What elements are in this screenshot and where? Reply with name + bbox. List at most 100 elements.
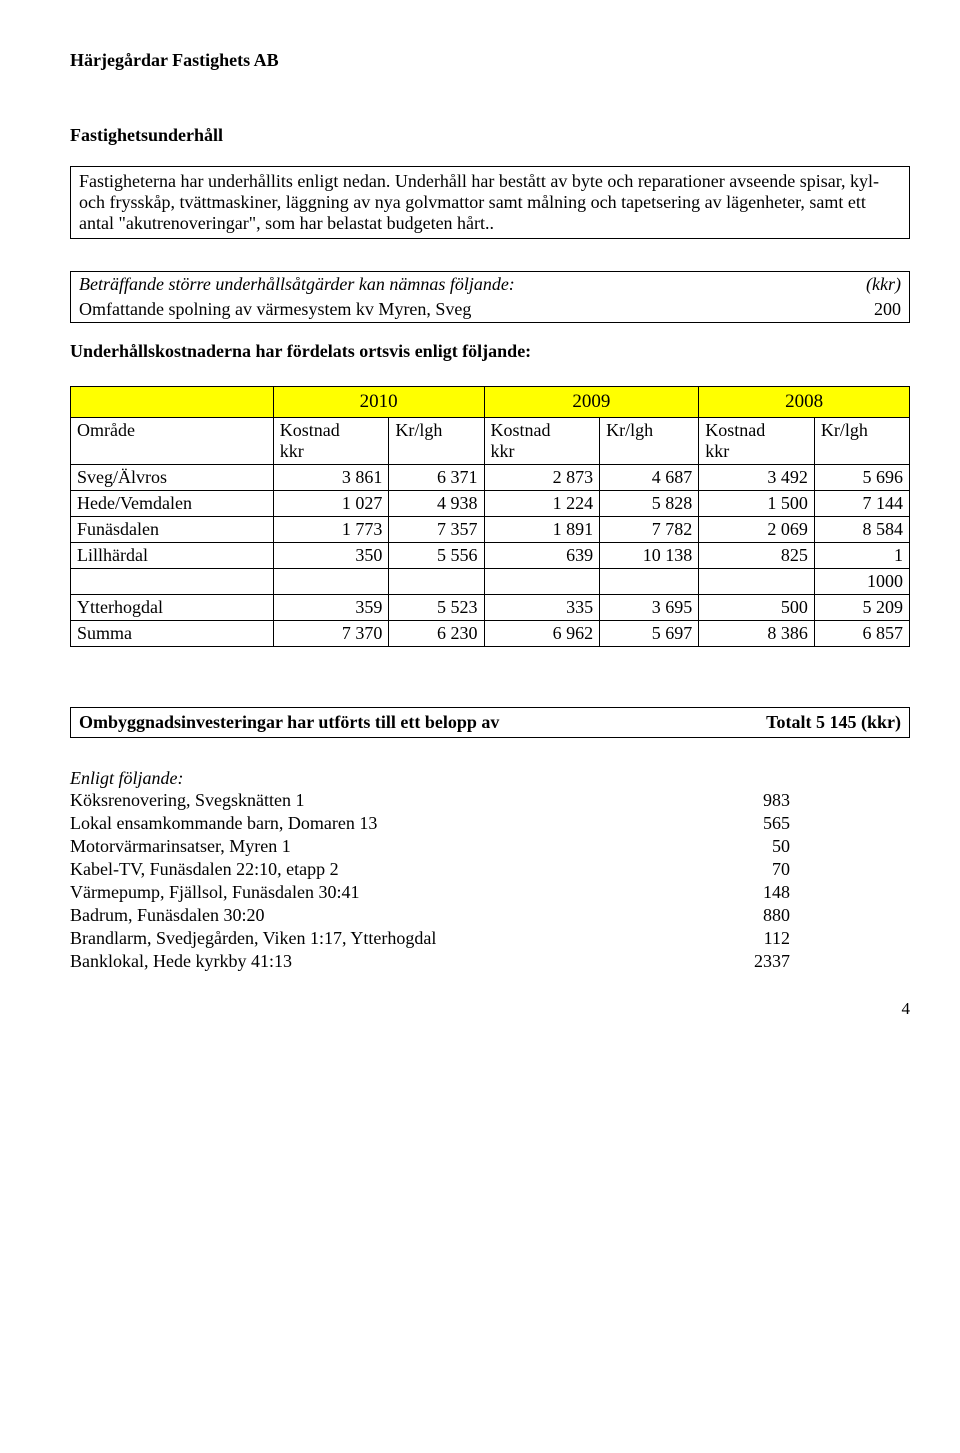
col-kostnad-1: Kostnadkkr bbox=[273, 418, 389, 465]
ombyggnad-box: Ombyggnadsinvesteringar har utförts till… bbox=[70, 707, 910, 738]
cell: 5 696 bbox=[814, 465, 909, 491]
invest-row: Kabel-TV, Funäsdalen 22:10, etapp 270 bbox=[70, 858, 910, 881]
invest-row: Köksrenovering, Svegsknätten 1983 bbox=[70, 789, 910, 812]
cell: 7 782 bbox=[600, 517, 699, 543]
invest-row: Badrum, Funäsdalen 30:20880 bbox=[70, 904, 910, 927]
cell: 1 027 bbox=[273, 491, 389, 517]
cell: 7 357 bbox=[389, 517, 484, 543]
cell: 6 230 bbox=[389, 621, 484, 647]
company-name: Härjegårdar Fastighets AB bbox=[70, 50, 910, 71]
row-label: Ytterhogdal bbox=[71, 595, 274, 621]
year-2010: 2010 bbox=[273, 387, 484, 418]
col-header-row: Område Kostnadkkr Kr/lgh Kostnadkkr Kr/l… bbox=[71, 418, 910, 465]
col-krlgh-2: Kr/lgh bbox=[600, 418, 699, 465]
atgarder-item-value: 200 bbox=[874, 299, 901, 320]
cell: 6 371 bbox=[389, 465, 484, 491]
underhall-text: Fastigheterna har underhållits enligt ne… bbox=[79, 171, 879, 233]
invest-val: 880 bbox=[659, 904, 910, 927]
table-row: Sveg/Älvros 3 861 6 371 2 873 4 687 3 49… bbox=[71, 465, 910, 491]
cell bbox=[600, 569, 699, 595]
invest-row: Brandlarm, Svedjegården, Viken 1:17, Ytt… bbox=[70, 927, 910, 950]
table-row-summa: Summa 7 370 6 230 6 962 5 697 8 386 6 85… bbox=[71, 621, 910, 647]
col-krlgh-1: Kr/lgh bbox=[389, 418, 484, 465]
cell: 7 370 bbox=[273, 621, 389, 647]
cell: 3 861 bbox=[273, 465, 389, 491]
cell: 5 828 bbox=[600, 491, 699, 517]
ombyggnad-label: Ombyggnadsinvesteringar har utförts till… bbox=[79, 712, 499, 733]
invest-val: 2337 bbox=[659, 950, 910, 973]
row-label bbox=[71, 569, 274, 595]
cell: 825 bbox=[699, 543, 815, 569]
col-kostnad-2: Kostnadkkr bbox=[484, 418, 600, 465]
invest-intro: Enligt följande: bbox=[70, 768, 910, 789]
invest-row: Banklokal, Hede kyrkby 41:132337 bbox=[70, 950, 910, 973]
year-header-row: 2010 2009 2008 bbox=[71, 387, 910, 418]
underhall-table: 2010 2009 2008 Område Kostnadkkr Kr/lgh … bbox=[70, 386, 910, 647]
invest-label: Brandlarm, Svedjegården, Viken 1:17, Ytt… bbox=[70, 927, 659, 950]
cell bbox=[273, 569, 389, 595]
col-krlgh-3: Kr/lgh bbox=[814, 418, 909, 465]
invest-label: Lokal ensamkommande barn, Domaren 13 bbox=[70, 812, 659, 835]
row-label: Summa bbox=[71, 621, 274, 647]
col-kostnad-3: Kostnadkkr bbox=[699, 418, 815, 465]
underhall-text-box: Fastigheterna har underhållits enligt ne… bbox=[70, 166, 910, 239]
cell: 5 697 bbox=[600, 621, 699, 647]
cell: 1 773 bbox=[273, 517, 389, 543]
invest-val: 565 bbox=[659, 812, 910, 835]
cell: 10 138 bbox=[600, 543, 699, 569]
cell: 335 bbox=[484, 595, 600, 621]
row-label: Hede/Vemdalen bbox=[71, 491, 274, 517]
col-area: Område bbox=[71, 418, 274, 465]
cell bbox=[389, 569, 484, 595]
atgarder-header-row: Beträffande större underhållsåtgärder ka… bbox=[71, 272, 909, 297]
cell: 1 500 bbox=[699, 491, 815, 517]
ombyggnad-total: Totalt 5 145 (kkr) bbox=[766, 712, 901, 733]
invest-val: 70 bbox=[659, 858, 910, 881]
cell: 5 523 bbox=[389, 595, 484, 621]
year-2009: 2009 bbox=[484, 387, 699, 418]
invest-label: Kabel-TV, Funäsdalen 22:10, etapp 2 bbox=[70, 858, 659, 881]
ortsvis-subhead: Underhållskostnaderna har fördelats orts… bbox=[70, 341, 910, 362]
table-row: 1000 bbox=[71, 569, 910, 595]
invest-label: Värmepump, Fjällsol, Funäsdalen 30:41 bbox=[70, 881, 659, 904]
cell: 2 069 bbox=[699, 517, 815, 543]
table-row: Hede/Vemdalen 1 027 4 938 1 224 5 828 1 … bbox=[71, 491, 910, 517]
year-2008: 2008 bbox=[699, 387, 910, 418]
row-label: Lillhärdal bbox=[71, 543, 274, 569]
cell bbox=[699, 569, 815, 595]
invest-label: Motorvärmarinsatser, Myren 1 bbox=[70, 835, 659, 858]
row-label: Sveg/Älvros bbox=[71, 465, 274, 491]
cell: 4 687 bbox=[600, 465, 699, 491]
atgarder-item-row: Omfattande spolning av värmesystem kv My… bbox=[71, 297, 909, 322]
cell: 6 962 bbox=[484, 621, 600, 647]
atgarder-item-label: Omfattande spolning av värmesystem kv My… bbox=[79, 299, 471, 320]
atgarder-header-unit: (kkr) bbox=[866, 274, 901, 295]
cell: 5 209 bbox=[814, 595, 909, 621]
table-row: Lillhärdal 350 5 556 639 10 138 825 1 bbox=[71, 543, 910, 569]
atgarder-box: Beträffande större underhållsåtgärder ka… bbox=[70, 271, 910, 323]
cell: 1 224 bbox=[484, 491, 600, 517]
cell: 1 bbox=[814, 543, 909, 569]
invest-row: Värmepump, Fjällsol, Funäsdalen 30:41148 bbox=[70, 881, 910, 904]
table-row: Funäsdalen 1 773 7 357 1 891 7 782 2 069… bbox=[71, 517, 910, 543]
cell: 639 bbox=[484, 543, 600, 569]
invest-row: Motorvärmarinsatser, Myren 150 bbox=[70, 835, 910, 858]
cell: 500 bbox=[699, 595, 815, 621]
invest-table: Köksrenovering, Svegsknätten 1983 Lokal … bbox=[70, 789, 910, 973]
row-label: Funäsdalen bbox=[71, 517, 274, 543]
cell: 350 bbox=[273, 543, 389, 569]
cell: 1 891 bbox=[484, 517, 600, 543]
invest-val: 148 bbox=[659, 881, 910, 904]
section-title: Fastighetsunderhåll bbox=[70, 125, 910, 146]
cell: 359 bbox=[273, 595, 389, 621]
cell: 3 695 bbox=[600, 595, 699, 621]
cell bbox=[484, 569, 600, 595]
cell: 6 857 bbox=[814, 621, 909, 647]
cell: 1000 bbox=[814, 569, 909, 595]
cell: 8 584 bbox=[814, 517, 909, 543]
cell: 3 492 bbox=[699, 465, 815, 491]
cell: 8 386 bbox=[699, 621, 815, 647]
invest-val: 983 bbox=[659, 789, 910, 812]
page-number: 4 bbox=[70, 999, 910, 1019]
year-blank bbox=[71, 387, 274, 418]
